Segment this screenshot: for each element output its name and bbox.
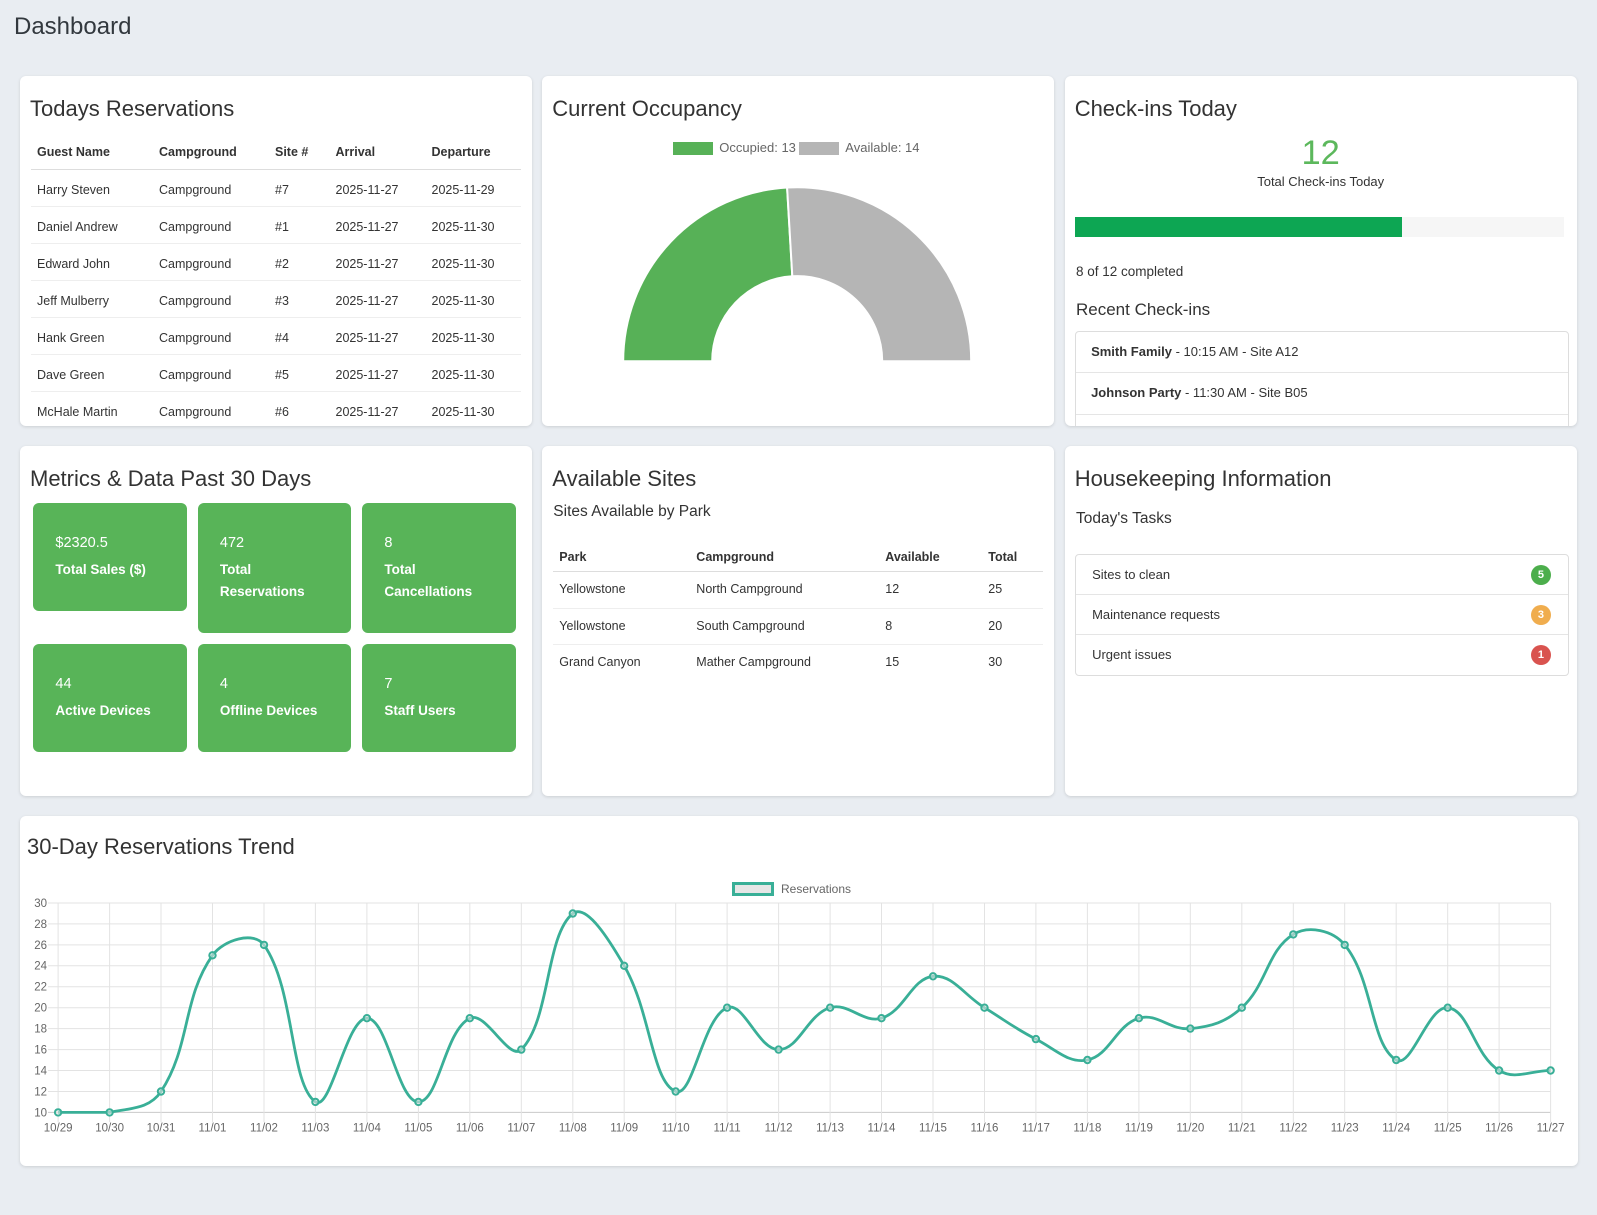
svg-text:30: 30 <box>34 898 47 910</box>
svg-text:11/12: 11/12 <box>765 1122 793 1134</box>
svg-text:11/02: 11/02 <box>250 1122 278 1134</box>
svg-text:10/31: 10/31 <box>147 1122 176 1134</box>
svg-text:11/25: 11/25 <box>1434 1122 1462 1134</box>
svg-text:11/08: 11/08 <box>559 1122 587 1134</box>
svg-text:11/13: 11/13 <box>816 1122 844 1134</box>
svg-text:24: 24 <box>34 961 47 973</box>
svg-text:10/30: 10/30 <box>95 1122 124 1134</box>
svg-text:26: 26 <box>34 940 47 952</box>
svg-text:20: 20 <box>34 1003 47 1015</box>
svg-text:11/20: 11/20 <box>1176 1122 1204 1134</box>
svg-text:28: 28 <box>34 919 47 931</box>
svg-text:11/07: 11/07 <box>507 1122 535 1134</box>
svg-text:22: 22 <box>34 982 47 994</box>
svg-text:11/18: 11/18 <box>1073 1122 1101 1134</box>
svg-text:12: 12 <box>34 1086 47 1098</box>
svg-text:18: 18 <box>34 1024 47 1036</box>
svg-text:11/24: 11/24 <box>1382 1122 1411 1134</box>
svg-text:16: 16 <box>34 1045 47 1057</box>
svg-text:11/05: 11/05 <box>404 1122 432 1134</box>
svg-text:11/26: 11/26 <box>1485 1122 1513 1134</box>
svg-text:11/15: 11/15 <box>919 1122 947 1134</box>
svg-text:11/01: 11/01 <box>199 1122 227 1134</box>
svg-text:11/22: 11/22 <box>1279 1122 1307 1134</box>
svg-text:14: 14 <box>34 1065 47 1077</box>
svg-text:11/17: 11/17 <box>1022 1122 1050 1134</box>
svg-text:10: 10 <box>34 1107 47 1119</box>
svg-text:11/19: 11/19 <box>1125 1122 1153 1134</box>
svg-text:11/27: 11/27 <box>1537 1122 1565 1134</box>
svg-text:11/06: 11/06 <box>456 1122 484 1134</box>
svg-text:10/29: 10/29 <box>44 1122 73 1134</box>
svg-text:11/21: 11/21 <box>1228 1122 1256 1134</box>
svg-text:11/16: 11/16 <box>971 1122 999 1134</box>
svg-text:11/03: 11/03 <box>301 1122 329 1134</box>
svg-text:11/10: 11/10 <box>662 1122 690 1134</box>
svg-text:11/11: 11/11 <box>714 1122 741 1134</box>
svg-text:11/09: 11/09 <box>610 1122 638 1134</box>
svg-text:11/23: 11/23 <box>1331 1122 1359 1134</box>
svg-text:11/14: 11/14 <box>868 1122 897 1134</box>
svg-text:11/04: 11/04 <box>353 1122 382 1134</box>
